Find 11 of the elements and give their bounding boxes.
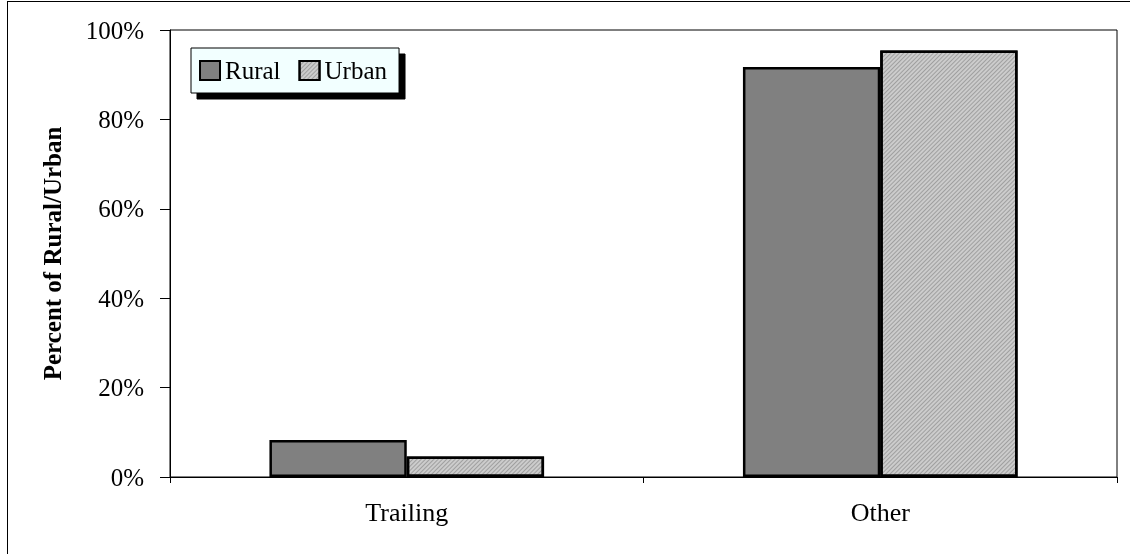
y-tick-label: 20% [98, 374, 144, 402]
y-tick-label: 80% [98, 105, 144, 133]
y-axis-title: Percent of Rural/Urban [39, 126, 66, 381]
y-tick-label: 100% [85, 16, 144, 44]
legend-label: Urban [324, 57, 388, 84]
x-tick-label: Trailing [365, 497, 449, 527]
legend-label: Rural [225, 57, 281, 84]
y-tick-label: 0% [110, 463, 144, 491]
y-tick-label: 40% [98, 284, 144, 312]
x-tick-label: Other [850, 497, 911, 527]
y-tick-label: 60% [98, 195, 144, 223]
